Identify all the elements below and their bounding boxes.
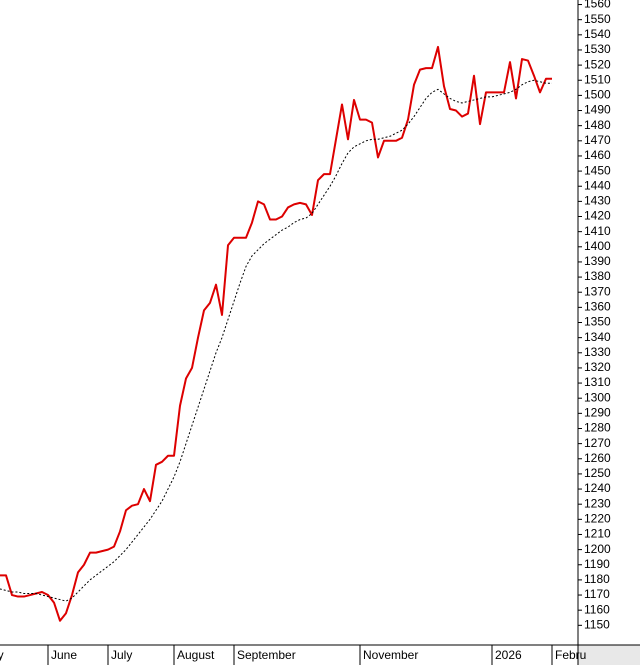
y-tick-label: 1520 bbox=[584, 57, 611, 71]
corner-box bbox=[578, 645, 640, 665]
y-tick-label: 1180 bbox=[584, 572, 610, 586]
y-tick-label: 1490 bbox=[584, 103, 611, 117]
y-tick-label: 1290 bbox=[584, 406, 611, 420]
y-tick-label: 1230 bbox=[584, 496, 611, 510]
y-tick-label: 1500 bbox=[584, 88, 611, 102]
y-tick-label: 1360 bbox=[584, 300, 611, 314]
y-tick-label: 1300 bbox=[584, 390, 611, 404]
y-tick-label: 1480 bbox=[584, 118, 611, 132]
y-tick-label: 1270 bbox=[584, 436, 611, 450]
y-tick-label: 1200 bbox=[584, 542, 611, 556]
y-tick-label: 1330 bbox=[584, 345, 611, 359]
y-tick-label: 1400 bbox=[584, 239, 611, 253]
y-tick-label: 1460 bbox=[584, 148, 611, 162]
plot-area bbox=[0, 45, 552, 622]
y-tick-label: 1540 bbox=[584, 27, 611, 41]
y-tick-label: 1440 bbox=[584, 178, 611, 192]
y-tick-label: 1280 bbox=[584, 421, 611, 435]
y-tick-label: 1370 bbox=[584, 284, 611, 298]
price-line bbox=[0, 45, 552, 622]
y-tick-label: 1310 bbox=[584, 375, 611, 389]
y-tick-label: 1470 bbox=[584, 133, 611, 147]
x-tick-label: June bbox=[51, 648, 77, 662]
y-tick-label: 1150 bbox=[584, 617, 610, 631]
y-tick-label: 1250 bbox=[584, 466, 611, 480]
x-tick-label: November bbox=[363, 648, 418, 662]
y-tick-label: 1510 bbox=[584, 72, 611, 86]
y-tick-label: 1390 bbox=[584, 254, 611, 268]
x-tick-label: 2026 bbox=[495, 648, 522, 662]
y-tick-label: 1160 bbox=[584, 602, 610, 616]
y-tick-label: 1210 bbox=[584, 527, 611, 541]
y-tick-label: 1260 bbox=[584, 451, 611, 465]
y-tick-label: 1340 bbox=[584, 330, 611, 344]
y-tick-label: 1220 bbox=[584, 512, 611, 526]
y-tick-label: 1170 bbox=[584, 587, 610, 601]
y-tick-label: 1190 bbox=[584, 557, 610, 571]
x-tick-label: September bbox=[237, 648, 296, 662]
y-tick-label: 1350 bbox=[584, 315, 611, 329]
x-tick-label: Febru bbox=[555, 648, 586, 662]
y-tick-label: 1430 bbox=[584, 194, 611, 208]
x-tick-label: ay bbox=[0, 648, 4, 662]
y-tick-label: 1320 bbox=[584, 360, 611, 374]
x-tick-label: July bbox=[111, 648, 132, 662]
y-tick-label: 1420 bbox=[584, 209, 611, 223]
y-tick-label: 1530 bbox=[584, 42, 611, 56]
y-tick-label: 1450 bbox=[584, 163, 611, 177]
y-tick-label: 1560 bbox=[584, 0, 611, 11]
x-tick-label: August bbox=[177, 648, 215, 662]
y-tick-label: 1240 bbox=[584, 481, 611, 495]
y-tick-label: 1550 bbox=[584, 12, 611, 26]
price-line bbox=[0, 79, 552, 602]
y-tick-label: 1380 bbox=[584, 269, 611, 283]
y-tick-label: 1410 bbox=[584, 224, 611, 238]
